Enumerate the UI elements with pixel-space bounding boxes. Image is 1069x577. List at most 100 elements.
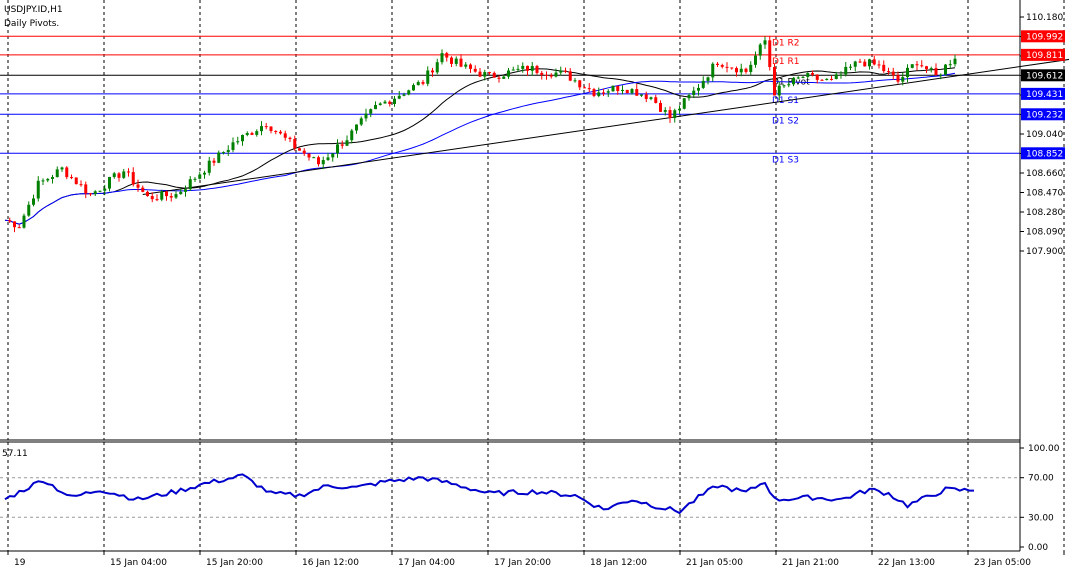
candle-body xyxy=(483,72,487,77)
candle-body xyxy=(459,58,463,67)
candle-body xyxy=(891,71,895,76)
candle-body xyxy=(245,133,249,135)
candle-body xyxy=(431,70,434,73)
candle-body xyxy=(929,68,933,70)
candle-body xyxy=(364,113,368,119)
candle-body xyxy=(507,70,510,77)
candle-body xyxy=(787,84,791,86)
candle-body xyxy=(298,148,301,151)
candle-body xyxy=(925,66,928,70)
ma-fast-line xyxy=(4,67,956,225)
price-tick-label: 109.040 xyxy=(1026,130,1063,140)
candle-body xyxy=(108,177,111,189)
candle-body xyxy=(117,173,121,178)
pivot-axis-badge xyxy=(1021,108,1065,121)
candle-body xyxy=(241,134,244,142)
candle-body xyxy=(231,142,235,150)
candle-body xyxy=(274,130,278,132)
candle-body xyxy=(150,196,154,200)
candle-body xyxy=(720,64,724,67)
oscillator-tick-label: 100.00 xyxy=(1028,444,1060,454)
candle-body xyxy=(264,126,268,128)
candle-body xyxy=(853,61,857,67)
candle-body xyxy=(331,153,335,158)
candle-body xyxy=(939,74,943,76)
candle-body xyxy=(497,77,501,79)
candle-body xyxy=(606,91,610,93)
candle-body xyxy=(896,75,900,82)
candle-body xyxy=(317,157,320,165)
candles xyxy=(8,36,957,233)
candle-body xyxy=(236,141,240,143)
candle-body xyxy=(440,53,444,63)
candle-body xyxy=(70,177,73,179)
pivot-axis-label: 109.811 xyxy=(1026,51,1063,61)
pivot-axis-badge xyxy=(1021,87,1065,100)
candle-body xyxy=(511,69,515,71)
pivot-axis-label: 109.232 xyxy=(1026,110,1063,120)
time-label: 19 xyxy=(14,558,26,568)
candle-body xyxy=(535,66,539,73)
candle-body xyxy=(17,227,21,229)
candle-body xyxy=(920,65,924,67)
candle-body xyxy=(226,149,230,153)
candle-body xyxy=(735,68,738,73)
candle-body xyxy=(763,40,767,45)
candle-body xyxy=(644,94,648,99)
candle-body xyxy=(136,184,140,188)
candle-body xyxy=(858,61,862,63)
candle-body xyxy=(374,105,377,110)
candle-body xyxy=(416,82,420,86)
candle-body xyxy=(749,64,753,72)
candle-body xyxy=(906,67,909,78)
candle-body xyxy=(901,77,905,82)
trendline-layer[interactable] xyxy=(142,58,1069,196)
candle-body xyxy=(450,57,453,64)
candle-body xyxy=(725,66,729,68)
candle-body xyxy=(777,85,781,96)
candle-body xyxy=(435,62,439,73)
candle-body xyxy=(792,77,795,85)
candle-body xyxy=(663,110,667,112)
candle-body xyxy=(682,98,686,109)
candle-body xyxy=(868,59,871,67)
candle-body xyxy=(402,94,406,96)
candle-body xyxy=(22,215,26,228)
candle-body xyxy=(212,160,216,163)
candle-body xyxy=(830,78,833,80)
candle-body xyxy=(255,131,259,135)
time-label: 17 Jan 20:00 xyxy=(494,558,551,568)
candle-body xyxy=(948,64,952,66)
candle-body xyxy=(279,131,282,134)
price-tick-label: 110.180 xyxy=(1026,13,1063,23)
pivot-line-label: D1 S3 xyxy=(772,155,799,165)
price-tick-label: 108.090 xyxy=(1026,228,1063,238)
candle-body xyxy=(806,73,810,77)
candle-body xyxy=(597,92,601,96)
ma-slow-line xyxy=(4,72,956,225)
candle-body xyxy=(587,88,591,90)
candle-body xyxy=(611,85,615,92)
time-label: 15 Jan 20:00 xyxy=(206,558,263,568)
pivot-axis-badge xyxy=(1021,69,1065,82)
oscillator-panel: 100.00 70.00 30.00 0.00 xyxy=(0,444,1060,553)
candle-body xyxy=(169,196,173,198)
candle-body xyxy=(887,71,890,73)
candle-body xyxy=(13,221,16,228)
trendline[interactable] xyxy=(142,58,1069,196)
candle-body xyxy=(568,71,572,81)
candle-body xyxy=(502,76,506,79)
candle-body xyxy=(478,71,482,77)
candle-body xyxy=(32,198,35,205)
candle-body xyxy=(393,98,396,105)
pivot-axis-badge xyxy=(1021,30,1065,43)
candle-body xyxy=(46,178,50,181)
candle-body xyxy=(834,74,838,80)
candle-body xyxy=(488,72,491,74)
candle-body xyxy=(811,73,814,75)
candle-body xyxy=(616,85,620,92)
candle-body xyxy=(934,68,938,76)
candle-body xyxy=(141,187,145,192)
